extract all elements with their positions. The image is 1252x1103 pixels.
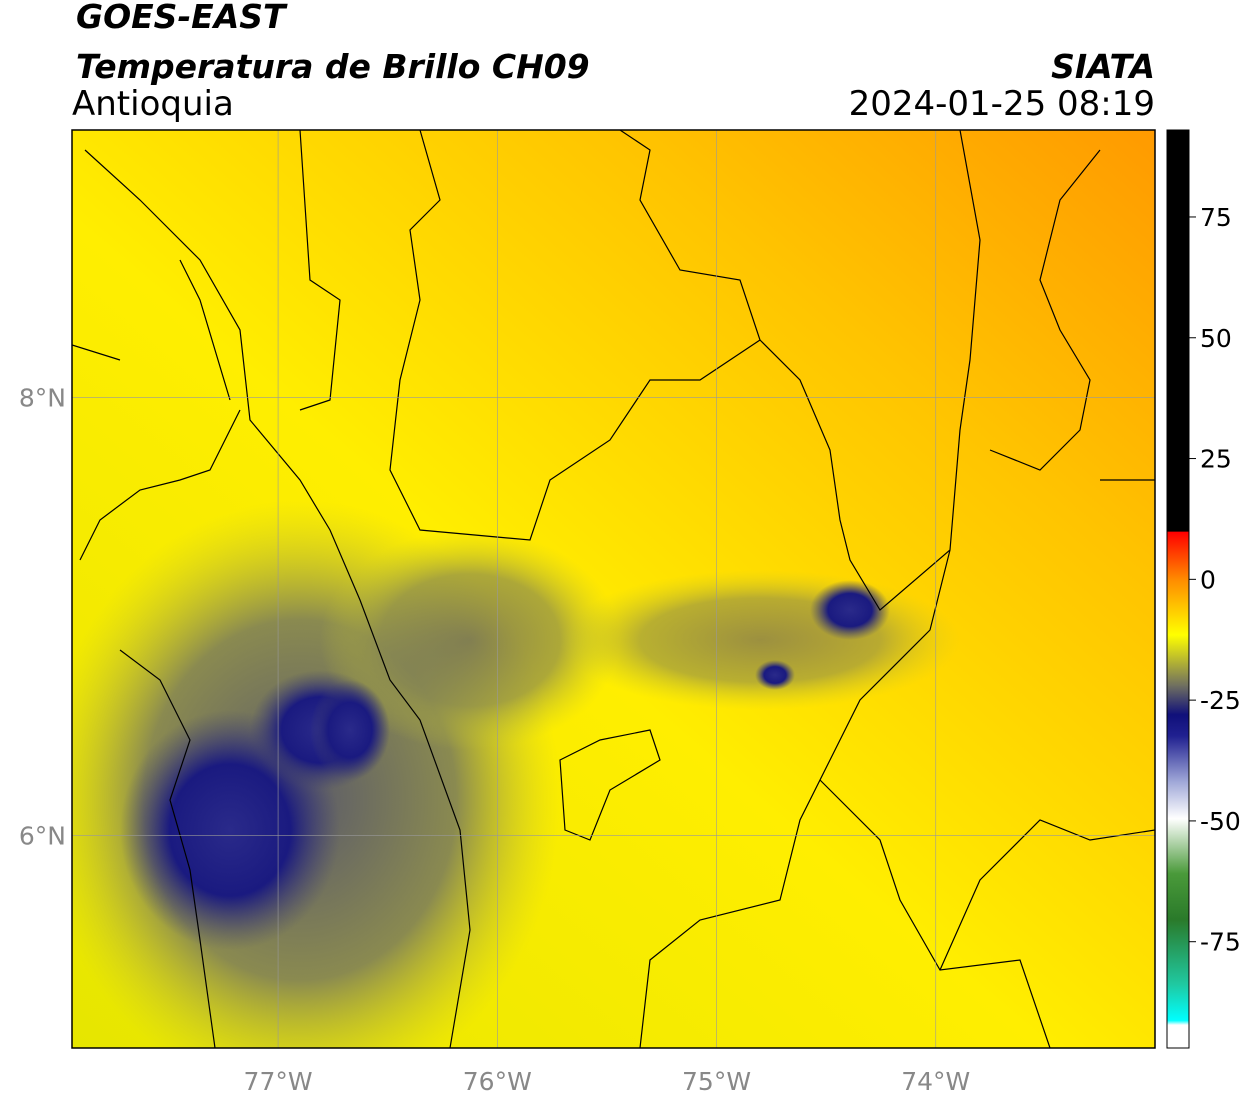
colorbar-tick-label: 50 xyxy=(1200,324,1232,353)
imagery xyxy=(72,130,1155,1048)
subtitle: Temperatura de Brillo CH09 xyxy=(76,47,590,86)
graticule xyxy=(72,130,1155,1048)
x-tick-label: 77°W xyxy=(244,1067,313,1096)
x-tick-label: 75°W xyxy=(682,1067,751,1096)
colorbar-tick-label: 0 xyxy=(1200,565,1216,594)
y-tick-label: 8°N xyxy=(19,383,66,412)
colorbar-tick-label: -75 xyxy=(1200,928,1241,957)
colorbar-tick-label: 25 xyxy=(1200,445,1232,474)
colorbar-tick-label: -25 xyxy=(1200,686,1241,715)
borders xyxy=(72,130,1155,1048)
title: GOES-EAST xyxy=(76,0,288,36)
region: Antioquia xyxy=(72,84,234,124)
source: SIATA xyxy=(1051,47,1155,86)
datetime: 2024-01-25 08:19 xyxy=(849,84,1155,124)
map-frame xyxy=(71,129,1156,1049)
x-tick-label: 76°W xyxy=(463,1067,532,1096)
y-tick-label: 6°N xyxy=(19,821,66,850)
x-tick-label: 74°W xyxy=(901,1067,970,1096)
colorbar xyxy=(1166,129,1190,1049)
colorbar-tick-label: -50 xyxy=(1200,807,1241,836)
colorbar-tick-label: 75 xyxy=(1200,203,1232,232)
